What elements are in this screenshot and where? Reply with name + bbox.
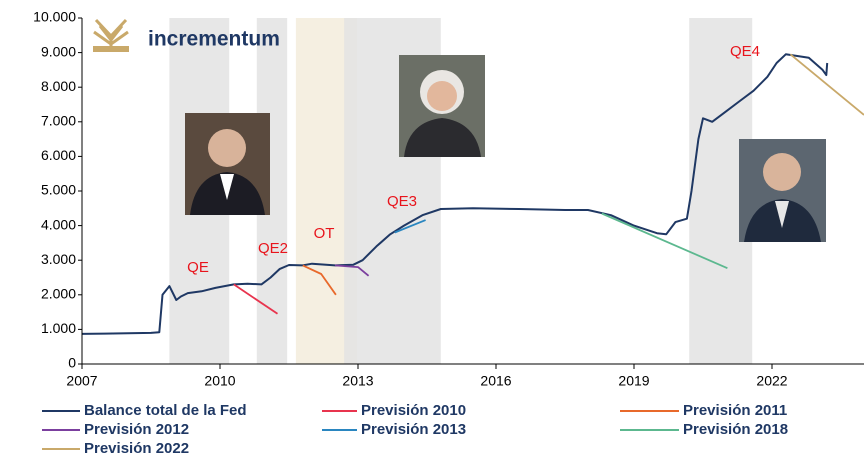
y-tick-label: 7.000 [41, 113, 76, 129]
x-tick-label: 2010 [204, 373, 235, 389]
legend-label: Previsión 2010 [361, 402, 466, 419]
annotation: QE3 [387, 193, 417, 210]
chart: incrementum 0 1.000 2.000 3.000 4.000 5.000 6.… [0, 0, 864, 464]
y-tick-label: 8.000 [41, 78, 76, 94]
x-tick-label: 2007 [66, 373, 97, 389]
legend-label: Previsión 2012 [84, 421, 189, 438]
portrait [739, 139, 826, 242]
y-tick-label: 9.000 [41, 43, 76, 59]
annotation: QE4 [730, 43, 760, 60]
x-tick-label: 2013 [342, 373, 373, 389]
x-tick-label: 2019 [618, 373, 649, 389]
annotation: OT [314, 225, 335, 242]
y-tick-label: 10.000 [33, 9, 76, 25]
y-tick-label: 3.000 [41, 251, 76, 267]
y-tick-label: 2.000 [41, 286, 76, 302]
x-tick-label: 2022 [756, 373, 787, 389]
annotation: QE [187, 259, 209, 276]
portrait [399, 55, 485, 157]
annotation: QE2 [258, 240, 288, 257]
legend-label: Previsión 2011 [683, 402, 787, 419]
y-tick-label: 1.000 [41, 320, 76, 336]
x-tick-label: 2016 [480, 373, 511, 389]
legend-label: Previsión 2022 [84, 440, 189, 457]
y-tick-label: 0 [68, 355, 76, 371]
y-tick-label: 5.000 [41, 182, 76, 198]
legend-label: Balance total de la Fed [84, 402, 247, 419]
logo-text: incrementum [148, 28, 280, 51]
y-tick-label: 6.000 [41, 147, 76, 163]
portrait [185, 113, 270, 215]
legend-label: Previsión 2018 [683, 421, 788, 438]
y-tick-label: 4.000 [41, 216, 76, 232]
legend-label: Previsión 2013 [361, 421, 466, 438]
